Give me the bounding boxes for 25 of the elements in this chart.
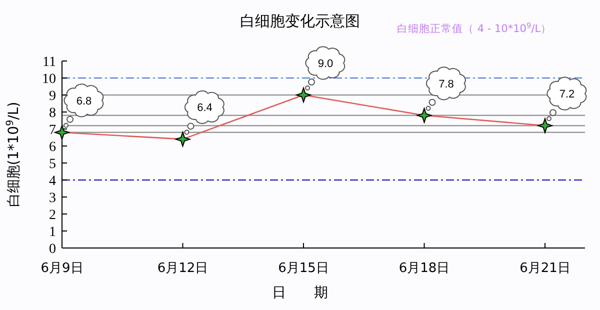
data-label: 7.2 (559, 88, 575, 101)
y-tick-label: 5 (49, 157, 56, 172)
y-tick-label: 2 (49, 208, 56, 223)
y-tick-label: 4 (49, 174, 56, 189)
y-tick-label: 11 (42, 55, 56, 70)
y-tick-label: 10 (42, 72, 56, 87)
y-tick-label: 0 (49, 242, 56, 257)
x-tick-label: 6月21日 (520, 261, 570, 276)
y-tick-label: 1 (49, 225, 56, 240)
chart-title: 白细胞变化示意图 (240, 12, 360, 30)
data-label: 9.0 (318, 58, 334, 70)
y-tick-label: 9 (49, 89, 56, 104)
y-tick-label: 6 (49, 140, 56, 155)
x-tick-label: 6月15日 (278, 261, 329, 276)
data-label: 6.8 (76, 95, 92, 108)
y-tick-label: 8 (49, 106, 56, 121)
text: 白细胞正常值（ 4 - 10*10$^{9}$/L） (397, 20, 552, 35)
data-label: 7.8 (438, 78, 454, 90)
data-label: 6.4 (197, 102, 212, 114)
y-tick-label: 3 (49, 191, 56, 206)
x-tick-label: 6月18日 (398, 261, 450, 276)
x-tick-label: 6月9日 (40, 261, 84, 276)
y-tick-label: 7 (49, 123, 56, 138)
x-axis-title: 日 期 (272, 285, 328, 301)
x-tick-label: 6月12日 (157, 261, 208, 276)
